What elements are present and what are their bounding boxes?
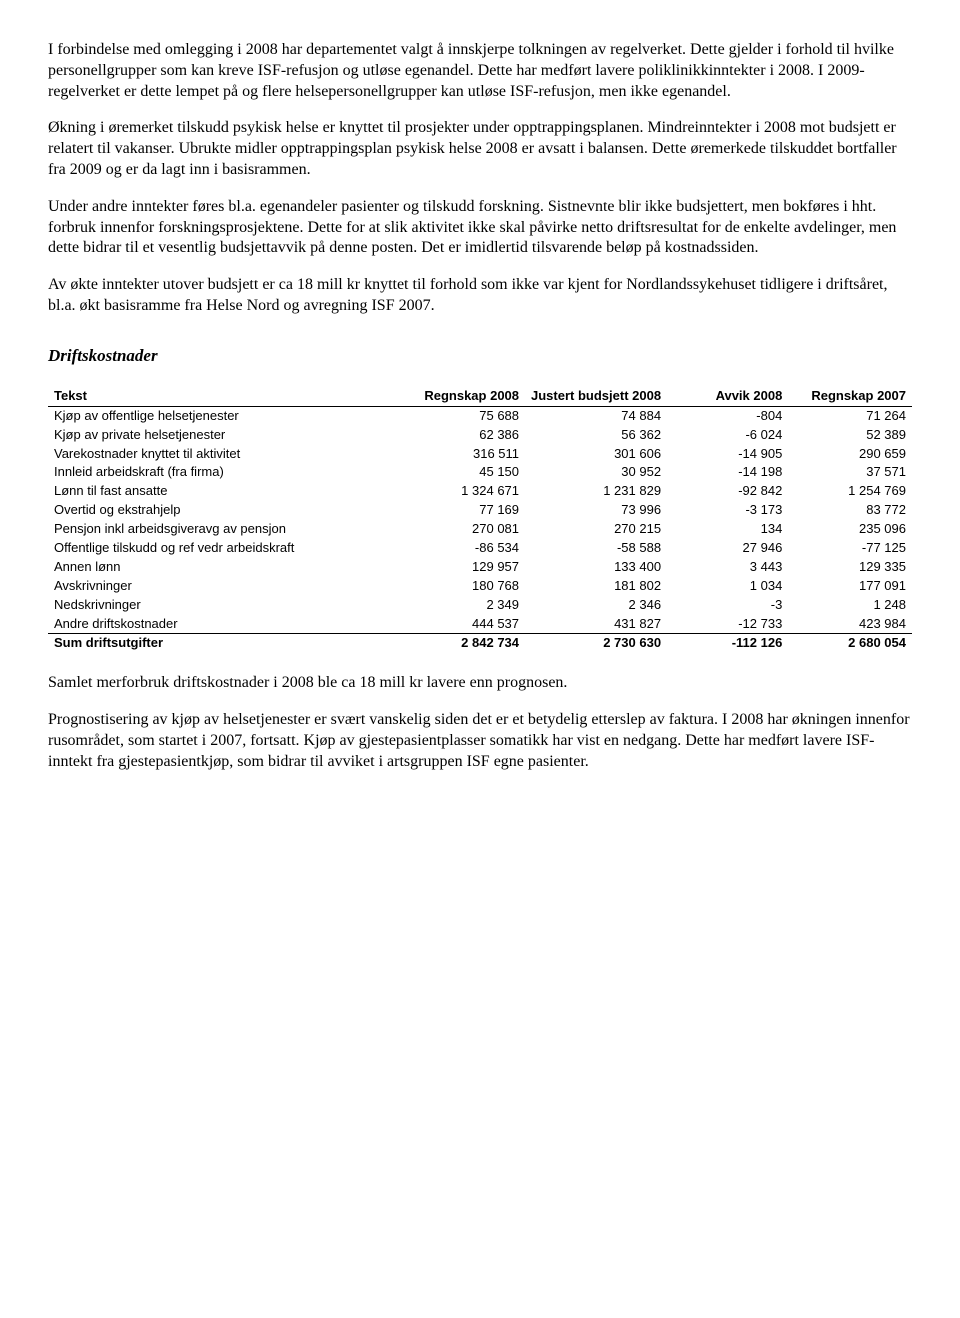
cell-label: Offentlige tilskudd og ref vedr arbeidsk… — [48, 539, 401, 558]
cell-value: 301 606 — [525, 445, 667, 464]
cell-label: Varekostnader knyttet til aktivitet — [48, 445, 401, 464]
cell-label: Sum driftsutgifter — [48, 634, 401, 653]
cell-label: Avskrivninger — [48, 577, 401, 596]
cell-value: 444 537 — [401, 615, 525, 634]
cell-value: -92 842 — [667, 482, 788, 501]
cell-value: 3 443 — [667, 558, 788, 577]
cell-value: 181 802 — [525, 577, 667, 596]
table-row: Kjøp av offentlige helsetjenester 75 688… — [48, 406, 912, 425]
col-header-regnskap-2008: Regnskap 2008 — [401, 387, 525, 406]
cell-label: Andre driftskostnader — [48, 615, 401, 634]
paragraph-6: Prognostisering av kjøp av helsetjeneste… — [48, 710, 912, 772]
cell-value: 290 659 — [788, 445, 912, 464]
col-header-tekst: Tekst — [48, 387, 401, 406]
cell-value: 1 231 829 — [525, 482, 667, 501]
cell-value: 73 996 — [525, 501, 667, 520]
cell-value: 270 215 — [525, 520, 667, 539]
cell-value: 2 346 — [525, 596, 667, 615]
table-sum-row: Sum driftsutgifter 2 842 734 2 730 630 -… — [48, 634, 912, 653]
cell-value: -86 534 — [401, 539, 525, 558]
cell-value: 2 349 — [401, 596, 525, 615]
cell-value: 2 730 630 — [525, 634, 667, 653]
cell-value: 1 034 — [667, 577, 788, 596]
paragraph-3: Under andre inntekter føres bl.a. egenan… — [48, 197, 912, 259]
cell-value: -12 733 — [667, 615, 788, 634]
driftskostnader-table: Tekst Regnskap 2008 Justert budsjett 200… — [48, 387, 912, 653]
cell-value: -6 024 — [667, 426, 788, 445]
table-row: Pensjon inkl arbeidsgiveravg av pensjon … — [48, 520, 912, 539]
cell-value: -3 173 — [667, 501, 788, 520]
cell-value: 1 324 671 — [401, 482, 525, 501]
table-row: Andre driftskostnader 444 537 431 827 -1… — [48, 615, 912, 634]
cell-value: 2 842 734 — [401, 634, 525, 653]
section-heading-driftskostnader: Driftskostnader — [48, 345, 912, 367]
table-row: Annen lønn 129 957 133 400 3 443 129 335 — [48, 558, 912, 577]
cell-value: -14 905 — [667, 445, 788, 464]
cell-value: -77 125 — [788, 539, 912, 558]
cell-value: 56 362 — [525, 426, 667, 445]
cell-value: 2 680 054 — [788, 634, 912, 653]
cell-value: 62 386 — [401, 426, 525, 445]
table-row: Lønn til fast ansatte 1 324 671 1 231 82… — [48, 482, 912, 501]
cell-value: 134 — [667, 520, 788, 539]
table-row: Kjøp av private helsetjenester 62 386 56… — [48, 426, 912, 445]
cell-value: 270 081 — [401, 520, 525, 539]
table-row: Overtid og ekstrahjelp 77 169 73 996 -3 … — [48, 501, 912, 520]
cell-value: -112 126 — [667, 634, 788, 653]
cell-value: 180 768 — [401, 577, 525, 596]
col-header-avvik-2008: Avvik 2008 — [667, 387, 788, 406]
paragraph-2: Økning i øremerket tilskudd psykisk hels… — [48, 118, 912, 180]
paragraph-1: I forbindelse med omlegging i 2008 har d… — [48, 40, 912, 102]
table-row: Offentlige tilskudd og ref vedr arbeidsk… — [48, 539, 912, 558]
cell-label: Overtid og ekstrahjelp — [48, 501, 401, 520]
cell-label: Pensjon inkl arbeidsgiveravg av pensjon — [48, 520, 401, 539]
cell-label: Annen lønn — [48, 558, 401, 577]
cell-label: Lønn til fast ansatte — [48, 482, 401, 501]
cell-label: Kjøp av offentlige helsetjenester — [48, 406, 401, 425]
cell-value: 71 264 — [788, 406, 912, 425]
cell-value: 52 389 — [788, 426, 912, 445]
cell-value: 1 248 — [788, 596, 912, 615]
col-header-justert-budsjett-2008: Justert budsjett 2008 — [525, 387, 667, 406]
cell-value: 75 688 — [401, 406, 525, 425]
cell-value: 74 884 — [525, 406, 667, 425]
cell-value: -3 — [667, 596, 788, 615]
table-row: Innleid arbeidskraft (fra firma) 45 150 … — [48, 463, 912, 482]
cell-value: 129 335 — [788, 558, 912, 577]
cell-value: 423 984 — [788, 615, 912, 634]
cell-value: -58 588 — [525, 539, 667, 558]
cell-label: Kjøp av private helsetjenester — [48, 426, 401, 445]
cell-value: 235 096 — [788, 520, 912, 539]
table-row: Nedskrivninger 2 349 2 346 -3 1 248 — [48, 596, 912, 615]
paragraph-5: Samlet merforbruk driftskostnader i 2008… — [48, 673, 912, 694]
cell-value: 77 169 — [401, 501, 525, 520]
cell-label: Innleid arbeidskraft (fra firma) — [48, 463, 401, 482]
cell-value: 129 957 — [401, 558, 525, 577]
table-header-row: Tekst Regnskap 2008 Justert budsjett 200… — [48, 387, 912, 406]
cell-value: 1 254 769 — [788, 482, 912, 501]
cell-value: 316 511 — [401, 445, 525, 464]
cell-value: 83 772 — [788, 501, 912, 520]
cell-value: 177 091 — [788, 577, 912, 596]
cell-value: 45 150 — [401, 463, 525, 482]
cell-value: 133 400 — [525, 558, 667, 577]
table-row: Varekostnader knyttet til aktivitet 316 … — [48, 445, 912, 464]
cell-value: 27 946 — [667, 539, 788, 558]
cell-label: Nedskrivninger — [48, 596, 401, 615]
paragraph-4: Av økte inntekter utover budsjett er ca … — [48, 275, 912, 317]
col-header-regnskap-2007: Regnskap 2007 — [788, 387, 912, 406]
cell-value: 30 952 — [525, 463, 667, 482]
table-row: Avskrivninger 180 768 181 802 1 034 177 … — [48, 577, 912, 596]
cell-value: -804 — [667, 406, 788, 425]
cell-value: 37 571 — [788, 463, 912, 482]
cell-value: -14 198 — [667, 463, 788, 482]
cell-value: 431 827 — [525, 615, 667, 634]
